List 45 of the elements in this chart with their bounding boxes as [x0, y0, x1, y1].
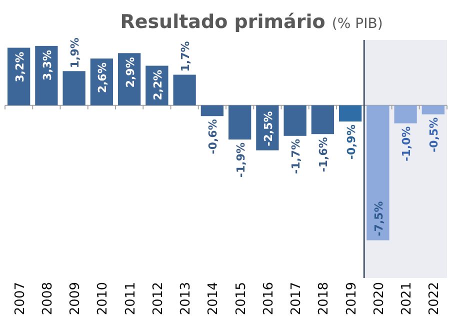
x-tick-label: 2009 [68, 282, 84, 316]
bar [394, 105, 417, 124]
x-tick-label: 2021 [400, 282, 415, 316]
data-label: 2,9% [124, 57, 137, 88]
bar [422, 105, 445, 114]
bar [228, 105, 252, 140]
x-tick-label: 2007 [12, 282, 28, 316]
x-tick-label: 2014 [206, 282, 222, 316]
x-tick-label: 2008 [40, 282, 56, 316]
data-label: -2,5% [262, 111, 275, 146]
bar [200, 105, 224, 116]
data-label: -1,0% [400, 126, 414, 162]
x-tick-label: 2017 [289, 282, 304, 316]
bar [366, 105, 390, 240]
data-label: 2,6% [96, 62, 110, 94]
x-tick-label: 2018 [316, 282, 332, 316]
data-label: 2,2% [151, 70, 164, 100]
data-label: -0,9% [344, 124, 358, 160]
bar [173, 74, 196, 106]
bar [7, 48, 30, 106]
x-tick-label: 2020 [372, 282, 387, 316]
data-label: -1,9% [234, 142, 248, 178]
x-tick-label: 2010 [96, 282, 111, 316]
x-tick-label: 2013 [178, 282, 194, 316]
x-tick-label: 2015 [234, 282, 249, 316]
data-label: 1,7% [179, 41, 192, 72]
x-tick-label: 2022 [427, 282, 442, 316]
data-label: 3,2% [13, 52, 26, 82]
x-tick-label: 2011 [123, 282, 138, 316]
bar [338, 105, 362, 122]
x-tick-label: 2012 [150, 282, 166, 316]
data-label: -7,5% [372, 201, 386, 236]
bar [284, 105, 306, 136]
data-label: -0,6% [206, 119, 220, 154]
data-label: -0,5% [428, 117, 441, 152]
x-tick-label: 2016 [261, 282, 276, 316]
data-label: 1,9% [68, 38, 82, 68]
x-tick-label: 2019 [344, 282, 360, 316]
bar [311, 105, 334, 134]
chart-title: Resultado primário (% PIB) [120, 11, 383, 33]
data-label: 3,3% [40, 50, 54, 80]
data-label: -1,7% [290, 138, 303, 174]
bar [62, 71, 86, 106]
data-label: -1,6% [317, 137, 330, 172]
bar [35, 46, 58, 106]
